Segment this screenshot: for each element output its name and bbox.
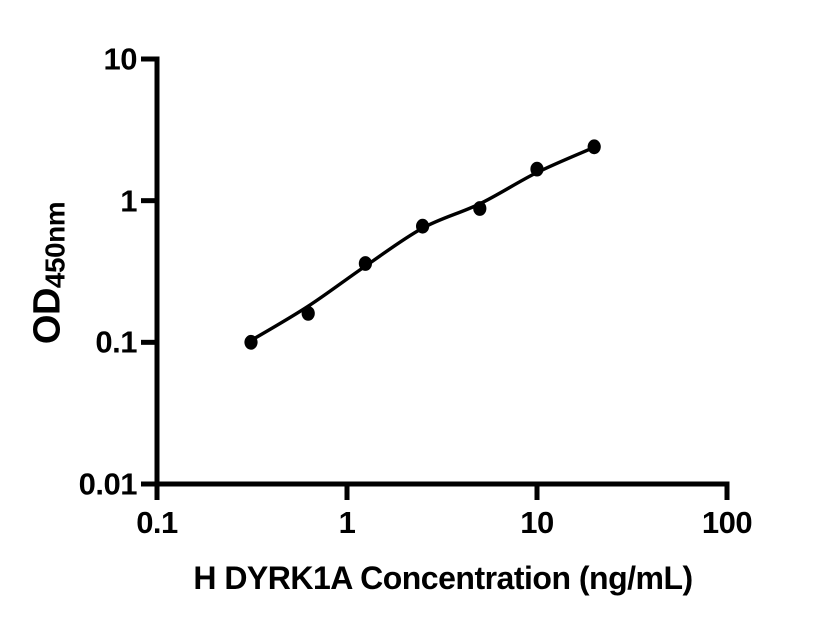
data-point xyxy=(244,334,258,350)
y-tick-label: 0.1 xyxy=(95,324,137,360)
data-point xyxy=(587,139,601,155)
y-tick-label: 10 xyxy=(103,41,138,77)
data-point xyxy=(473,201,487,216)
x-axis-title: H DYRK1A Concentration (ng/mL) xyxy=(193,560,693,596)
x-tick-label: 0.1 xyxy=(136,505,178,540)
y-axis-title: OD450nm xyxy=(26,201,71,345)
data-point xyxy=(416,218,430,234)
x-tick-label: 100 xyxy=(701,505,753,540)
data-point xyxy=(301,306,315,321)
y-axis-title-subscript: 450nm xyxy=(39,201,71,289)
data-point xyxy=(530,161,544,177)
x-tick-label: 10 xyxy=(520,505,554,540)
y-tick-label: 1 xyxy=(120,183,137,219)
y-axis-title-main: OD xyxy=(26,288,69,345)
x-tick-label: 1 xyxy=(338,505,356,540)
y-tick-label: 0.01 xyxy=(78,466,138,502)
data-point xyxy=(358,256,372,271)
